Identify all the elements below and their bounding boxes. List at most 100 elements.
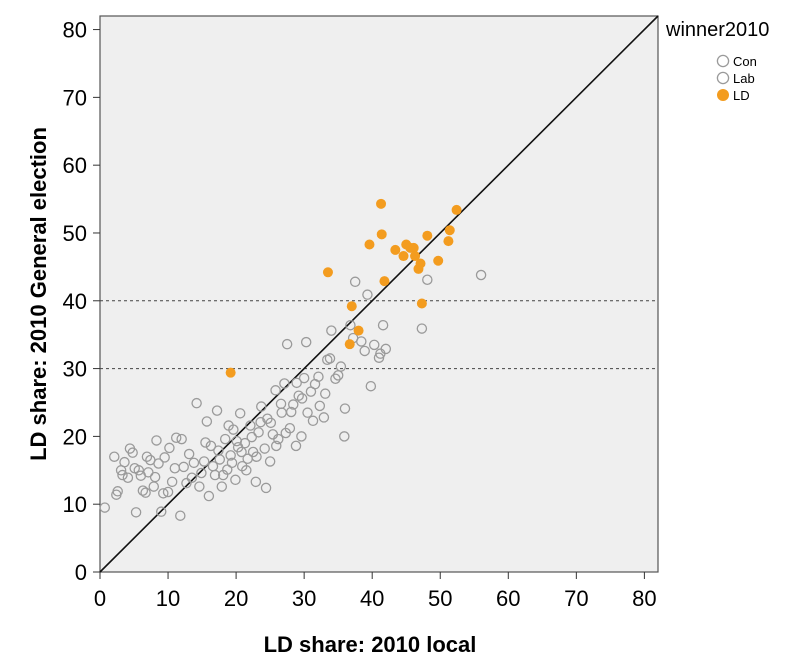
data-point-lab	[117, 469, 128, 481]
legend-marker-con	[716, 54, 730, 68]
data-point-ld	[422, 230, 433, 241]
data-point-lab	[280, 427, 292, 439]
data-point-con	[330, 373, 341, 385]
data-point-lab	[213, 445, 224, 456]
data-point-lab	[307, 415, 319, 427]
x-tick-label: 30	[292, 586, 316, 611]
data-point-lab	[149, 471, 161, 483]
data-point-lab	[162, 486, 174, 498]
data-point-lab	[291, 377, 302, 389]
data-point-lab	[265, 417, 277, 429]
data-point-ld	[433, 255, 444, 266]
legend-label-ld: LD	[733, 88, 750, 103]
x-tick-label: 60	[496, 586, 520, 611]
x-axis-title: LD share: 2010 local	[264, 632, 477, 657]
data-point-con	[211, 405, 223, 416]
x-tick-label: 70	[564, 586, 588, 611]
data-point-con	[349, 276, 361, 288]
reference-line-diagonal	[99, 15, 659, 573]
data-point-con	[119, 456, 130, 468]
data-point-lab	[181, 477, 192, 489]
data-point-con	[281, 338, 293, 350]
data-point-con	[183, 448, 195, 460]
data-point-con	[109, 451, 120, 462]
data-point-lab	[207, 460, 219, 472]
data-point-con	[205, 440, 217, 452]
data-point-con	[198, 456, 210, 467]
y-tick-label: 60	[63, 153, 87, 178]
x-axis-ticks: 0 10 20 30 40 50 60 70 80	[94, 572, 657, 611]
y-axis-title: LD share: 2010 General election	[26, 127, 51, 461]
data-point-con	[219, 433, 231, 445]
data-point-con	[191, 397, 202, 409]
x-tick-label: 80	[632, 586, 656, 611]
data-point-con	[380, 343, 392, 355]
data-point-con	[314, 400, 326, 412]
data-point-con	[298, 372, 310, 384]
data-point-lab	[176, 433, 187, 445]
reference-lines	[99, 15, 659, 573]
data-point-con	[201, 416, 213, 427]
data-point-ld	[444, 225, 455, 236]
y-axis-ticks: 0 10 20 30 40 50 60 70 80	[63, 18, 100, 585]
y-tick-label: 80	[63, 18, 87, 43]
data-point-lab	[300, 336, 312, 348]
data-point-lab	[296, 393, 308, 404]
data-point-con	[422, 274, 433, 286]
data-point-lab	[359, 345, 370, 357]
data-point-con	[475, 269, 487, 281]
data-point-lab	[169, 463, 181, 474]
y-tick-label: 10	[63, 492, 87, 517]
legend-marker-lab	[716, 71, 730, 85]
legend-title: winner2010	[665, 19, 769, 41]
data-point-con	[259, 443, 270, 454]
data-point-ld	[376, 229, 387, 240]
data-point-ld	[398, 251, 409, 262]
x-tick-label: 50	[428, 586, 452, 611]
data-point-con	[293, 390, 304, 401]
data-point-lab	[217, 469, 229, 481]
data-point-con	[194, 481, 205, 492]
legend-label-con: Con	[733, 54, 757, 69]
data-point-con	[302, 407, 313, 418]
y-tick-label: 40	[63, 289, 87, 314]
data-point-lab	[236, 446, 247, 458]
data-point-lab	[159, 452, 170, 463]
data-point-ld	[364, 239, 375, 250]
data-point-ld	[376, 198, 387, 209]
data-point-con	[326, 325, 337, 336]
data-point-lab	[319, 388, 331, 399]
data-point-lab	[223, 420, 234, 431]
legend-marker-ld	[717, 89, 729, 101]
data-point-con	[273, 433, 284, 445]
legend-items: Con Lab LD	[716, 54, 757, 103]
data-point-con	[175, 510, 186, 521]
data-point-con	[99, 502, 111, 513]
data-point-con	[216, 481, 228, 492]
data-point-lab	[255, 416, 266, 428]
data-point-con	[345, 319, 356, 331]
data-point-lab	[251, 451, 262, 462]
data-point-con	[225, 450, 236, 461]
data-point-lab	[140, 487, 151, 498]
x-tick-label: 40	[360, 586, 384, 611]
data-point-ld	[322, 267, 333, 278]
data-point-ld	[344, 339, 355, 350]
data-points	[99, 198, 487, 521]
data-point-lab	[332, 370, 344, 381]
data-point-lab	[377, 319, 389, 331]
data-point-lab	[200, 437, 211, 448]
data-point-con	[239, 437, 251, 449]
data-point-ld	[408, 242, 419, 253]
data-point-con	[290, 440, 302, 452]
data-point-con	[339, 403, 351, 414]
data-point-con	[368, 339, 380, 351]
data-point-ld	[443, 236, 454, 247]
data-point-con	[141, 451, 153, 462]
data-point-con	[264, 456, 276, 467]
x-tick-label: 20	[224, 586, 248, 611]
data-point-lab	[127, 447, 138, 458]
data-point-con	[130, 507, 142, 518]
x-tick-label: 10	[156, 586, 180, 611]
